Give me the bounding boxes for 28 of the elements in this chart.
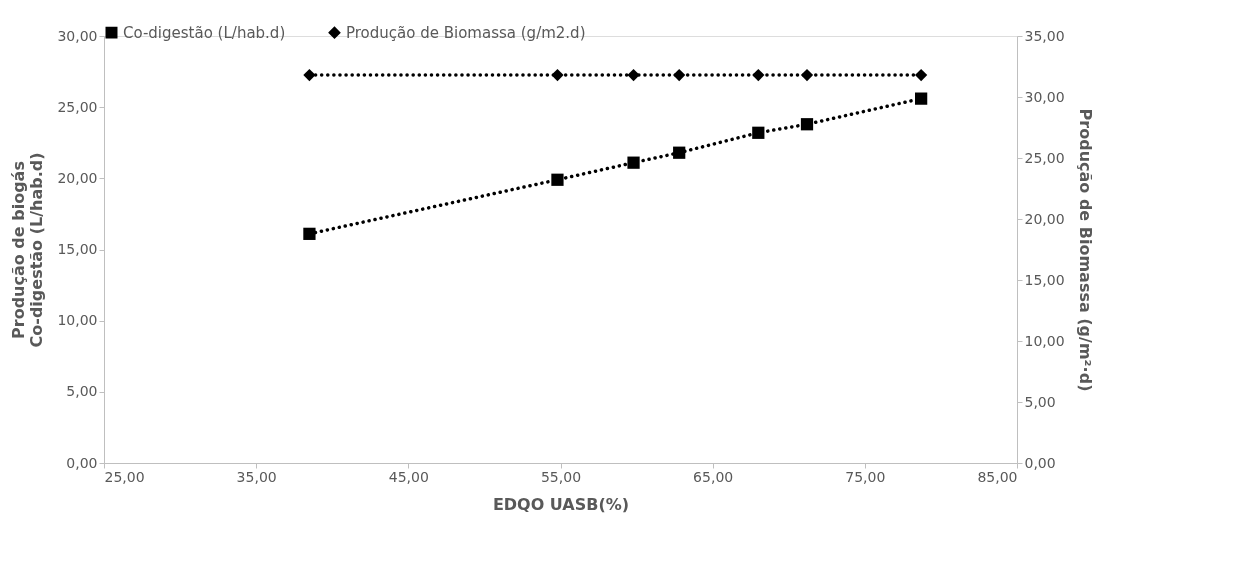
y2-tick-label: 30,00 — [1024, 88, 1065, 105]
x-tick-label: 85,00 — [977, 468, 1018, 485]
text: Co-digestão (L/hab.d) — [27, 152, 47, 348]
text: Produção de biogás — [9, 161, 29, 339]
x-tick-label: 45,00 — [388, 468, 429, 485]
y-tick-label: 30,00 — [57, 27, 98, 44]
y-tick-label: 5,00 — [66, 383, 98, 400]
legend-label: Co-digestão (L/hab.d) — [123, 23, 286, 42]
x-tick-label: 75,00 — [845, 468, 886, 485]
y2-axis-title: Produção de Biomassa (g/m²·d) — [1075, 108, 1095, 392]
x-tick-label: 55,00 — [540, 468, 582, 485]
y-tick-label: 10,00 — [57, 312, 98, 329]
legend-label: Produção de Biomassa (g/m2.d) — [346, 23, 586, 42]
y2-tick-label: 15,00 — [1024, 271, 1065, 288]
y-tick-label: 15,00 — [57, 241, 98, 257]
y-tick-label: 25,00 — [57, 98, 98, 115]
y2-tick-label: 10,00 — [1024, 332, 1065, 349]
y2-tick-label: 5,00 — [1024, 393, 1056, 410]
y-tick-label: 0,00 — [66, 454, 98, 471]
y2-tick-label: 25,00 — [1024, 149, 1065, 166]
y2-tick-label: 0,00 — [1024, 454, 1056, 471]
x-tick-label: 35,00 — [236, 468, 277, 485]
y-tick-label: 20,00 — [57, 169, 98, 186]
y2-tick-label: 35,00 — [1024, 27, 1065, 44]
x-axis-title: EDQO UASB(%) — [492, 494, 630, 514]
x-tick-label: 65,00 — [693, 468, 734, 485]
x-tick-label: 25,00 — [104, 468, 145, 485]
y2-tick-label: 20,00 — [1024, 210, 1065, 227]
